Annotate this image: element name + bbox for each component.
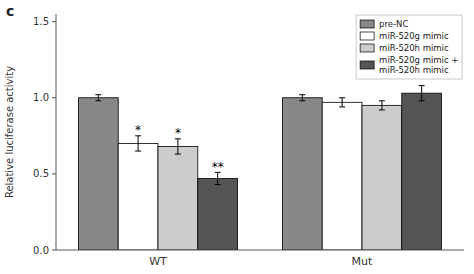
error-bar	[95, 95, 101, 101]
y-tick	[52, 97, 56, 98]
bar	[402, 93, 442, 250]
legend-label: miR-520g mimic +miR-520h mimic	[379, 55, 458, 75]
chart: c Relative luciferase activity 0.0 0.5 1.0 1.…	[0, 0, 474, 274]
legend: pre-NC miR-520g mimic miR-520h mimic miR-52…	[356, 15, 462, 79]
legend-swatch	[360, 32, 374, 40]
error-bar	[419, 86, 425, 101]
legend-frame	[356, 15, 462, 79]
legend-label: miR-520g mimic	[379, 31, 449, 41]
y-tick	[52, 21, 56, 22]
error-bar	[379, 101, 385, 110]
legend-swatch	[360, 20, 374, 28]
annotation: *	[135, 123, 141, 137]
bar	[282, 98, 322, 250]
plot-area	[78, 86, 441, 250]
bar	[78, 98, 118, 250]
y-tick-label: 1.0	[33, 92, 49, 103]
y-tick-label: 1.5	[33, 16, 49, 27]
bar	[322, 102, 362, 250]
y-axis-label: Relative luciferase activity	[4, 66, 15, 198]
y-tick-label: 0.5	[33, 168, 49, 179]
y-tick	[52, 173, 56, 174]
bar	[362, 105, 402, 250]
x-tick-label: Mut	[352, 255, 373, 268]
error-bar	[135, 136, 141, 151]
error-bar	[215, 172, 221, 184]
bar	[198, 178, 238, 250]
annotation: **	[212, 160, 224, 174]
bar	[118, 143, 158, 250]
annotation: *	[175, 126, 181, 140]
x-tick-label: WT	[149, 255, 167, 268]
y-tick	[52, 250, 56, 251]
error-bar	[175, 139, 181, 154]
y-tick-label: 0.0	[33, 245, 49, 256]
error-bar	[299, 95, 305, 101]
bar	[158, 146, 198, 250]
y-axis	[56, 14, 57, 250]
title: c	[6, 3, 14, 19]
legend-swatch	[360, 61, 374, 69]
legend-label: miR-520h mimic	[379, 43, 449, 53]
x-axis	[56, 250, 464, 251]
error-bar	[339, 98, 345, 107]
legend-label: pre-NC	[379, 19, 408, 29]
legend-swatch	[360, 44, 374, 52]
